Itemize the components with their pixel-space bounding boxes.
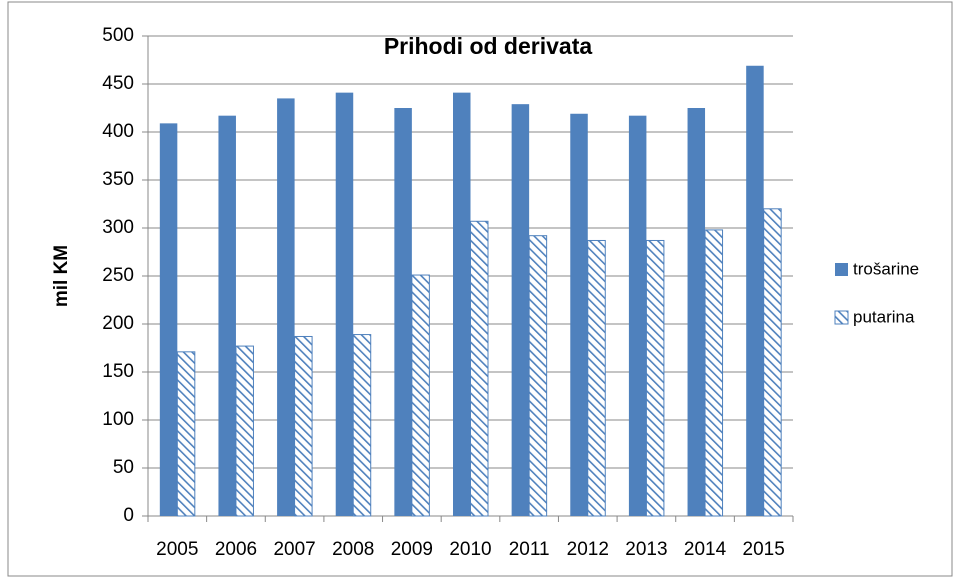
legend-swatch [834, 310, 849, 325]
bar [394, 108, 412, 516]
bar [511, 104, 530, 516]
y-tick-label: 200 [102, 313, 134, 334]
bar [176, 351, 196, 517]
x-tick-label: 2015 [743, 539, 785, 560]
x-tick-label: 2012 [567, 539, 609, 560]
y-tick-label: 350 [102, 169, 134, 190]
legend-label: putarina [853, 307, 915, 326]
x-tick-label: 2009 [391, 539, 433, 560]
x-tick-label: 2006 [215, 539, 257, 560]
bar [335, 92, 354, 516]
x-tick-label: 2008 [332, 539, 374, 560]
bar [628, 115, 647, 517]
x-tick-label: 2011 [509, 539, 550, 560]
bar [218, 115, 236, 517]
chart-title: Prihodi od derivata [384, 33, 593, 59]
legend-swatch [835, 263, 848, 276]
bar [470, 220, 489, 517]
y-tick-label: 300 [102, 217, 134, 238]
bar [528, 235, 548, 517]
x-tick-label: 2010 [449, 539, 491, 560]
bar [294, 335, 313, 517]
bar [411, 274, 430, 517]
bar [235, 345, 254, 517]
x-tick-label: 2005 [156, 539, 198, 560]
y-tick-label: 0 [123, 505, 134, 526]
bar [704, 229, 724, 517]
bar [453, 92, 471, 516]
y-tick-label: 250 [102, 265, 134, 286]
y-axis-label: mil KM [51, 245, 72, 307]
y-tick-label: 150 [102, 361, 134, 382]
y-tick-label: 450 [102, 73, 134, 94]
bar [570, 113, 588, 516]
y-tick-label: 500 [102, 25, 134, 46]
legend-label: trošarine [853, 259, 919, 278]
y-tick-label: 400 [102, 121, 134, 142]
bar [645, 239, 665, 517]
x-tick-label: 2014 [684, 539, 727, 560]
bar [277, 98, 295, 517]
bar [687, 108, 706, 516]
bar [352, 334, 372, 517]
bar [159, 123, 178, 517]
bar [763, 208, 782, 517]
x-tick-label: 2013 [625, 539, 667, 560]
bar [587, 239, 606, 517]
bar [746, 65, 764, 516]
x-tick-label: 2007 [273, 539, 315, 560]
y-tick-label: 100 [102, 409, 134, 430]
y-tick-label: 50 [113, 457, 134, 478]
